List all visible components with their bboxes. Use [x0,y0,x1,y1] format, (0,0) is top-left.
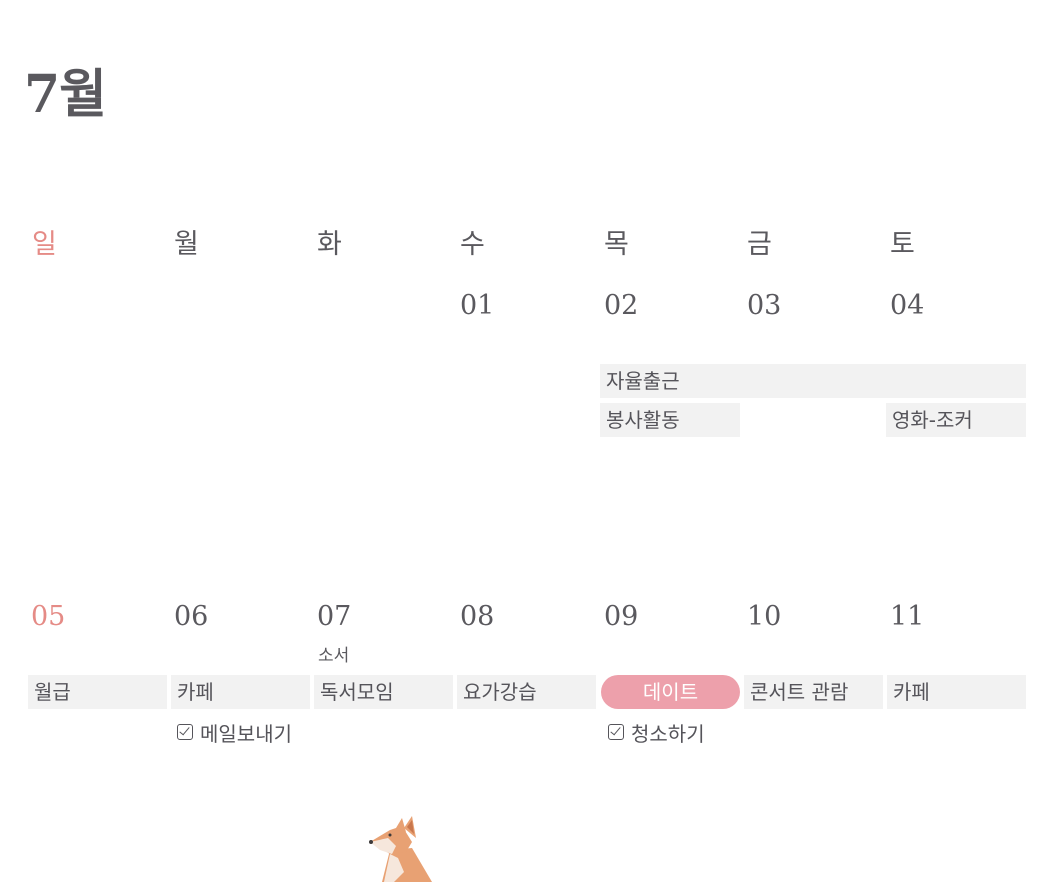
date-11[interactable]: 11 [890,601,924,632]
event-yoga[interactable]: 요가강습 [457,675,596,709]
date-01[interactable]: 01 [460,290,494,321]
todo-send-mail[interactable]: 메일보내기 [177,718,292,746]
checkbox-checked-icon[interactable] [608,724,624,740]
date-09[interactable]: 09 [604,601,638,632]
event-date[interactable]: 데이트 [601,675,740,709]
todo-label: 청소하기 [631,718,705,747]
weekday-sat: 토 [890,222,915,261]
event-cafe-sat[interactable]: 카페 [887,675,1026,709]
weekday-sun: 일 [32,222,57,261]
weekday-wed: 수 [460,222,485,261]
checkbox-checked-icon[interactable] [177,724,193,740]
event-flex-work[interactable]: 자율출근 [600,364,1026,398]
todo-cleaning[interactable]: 청소하기 [608,718,705,746]
event-payday[interactable]: 월급 [28,675,167,709]
corgi-illustration [368,812,438,882]
date-07[interactable]: 07 [317,601,351,632]
date-05[interactable]: 05 [31,601,65,632]
date-10[interactable]: 10 [747,601,781,632]
event-volunteer[interactable]: 봉사활동 [600,403,740,437]
weekday-thu: 목 [604,222,629,261]
weekday-tue: 화 [317,222,342,261]
date-02[interactable]: 02 [604,290,638,321]
date-08[interactable]: 08 [460,601,494,632]
weekday-fri: 금 [747,222,772,261]
todo-label: 메일보내기 [200,718,292,747]
event-concert[interactable]: 콘서트 관람 [744,675,883,709]
month-title: 7월 [24,52,106,127]
date-03[interactable]: 03 [747,290,781,321]
date-06[interactable]: 06 [174,601,208,632]
solar-term-note: 소서 [318,641,349,666]
weekday-mon: 월 [174,222,199,261]
event-movie[interactable]: 영화-조커 [886,403,1026,437]
event-book-club[interactable]: 독서모임 [314,675,453,709]
date-04[interactable]: 04 [890,290,924,321]
event-cafe-mon[interactable]: 카페 [171,675,310,709]
